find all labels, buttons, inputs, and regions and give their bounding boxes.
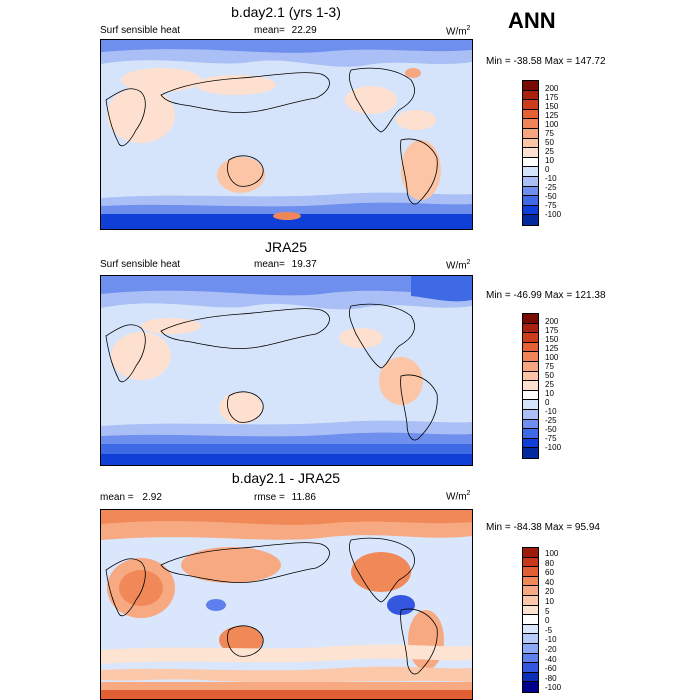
panel-2-units: W/m2: [446, 259, 470, 271]
panel-2-mean: mean= 19.37: [254, 259, 317, 270]
cbar-label: 75: [545, 362, 554, 371]
season-label: ANN: [508, 8, 556, 33]
panel-3-map: [100, 509, 473, 700]
panel-2-title: JRA25: [264, 239, 308, 255]
cbar-label: -25: [545, 416, 557, 425]
cbar-label: 0: [545, 165, 550, 174]
panel-3-mean: mean = 2.92: [100, 492, 162, 503]
cbar-label: 10: [545, 389, 554, 398]
cbar-label: -100: [545, 443, 562, 452]
cbar-label: 175: [545, 326, 559, 335]
cbar-label: 125: [545, 111, 559, 120]
panel-2-map-svg: [101, 276, 472, 465]
panel-2-map: [100, 275, 473, 466]
cbar-label: -40: [545, 654, 557, 664]
panel-2-minmax: Min = -46.99 Max = 121.38: [486, 290, 606, 301]
panel-2-variable: Surf sensible heat: [100, 259, 181, 270]
cbar-label: 25: [545, 147, 554, 156]
cbar-label: 150: [545, 102, 559, 111]
cbar-label: -50: [545, 192, 557, 201]
panel-1-mean-label: mean=: [254, 25, 285, 36]
panel-3-colorbar: [522, 547, 539, 693]
cbar-label: -10: [545, 407, 557, 416]
panel-3-units: W/m2: [446, 490, 470, 502]
panel-2-colorbar: [522, 313, 539, 459]
cbar-label: 100: [545, 120, 559, 129]
cbar-label: -100: [545, 683, 562, 693]
panel-1-units: W/m2: [446, 25, 470, 37]
panel-3-rmse: rmse = 11.86: [254, 492, 316, 503]
panel-1-title: b.day2.1 (yrs 1-3): [231, 4, 341, 20]
panel-1-minmax: Min = -38.58 Max = 147.72: [486, 56, 606, 67]
cbar-label: -5: [545, 625, 553, 635]
units-exponent: 2: [466, 259, 471, 266]
units-exponent: 2: [466, 25, 471, 32]
units-base: W/m: [446, 491, 467, 503]
cbar-label: -80: [545, 673, 557, 683]
cbar-label: 20: [545, 587, 554, 597]
cbar-label: 75: [545, 129, 554, 138]
panel-1-map: [100, 39, 473, 230]
cbar-label: -10: [545, 174, 557, 183]
cbar-label: -20: [545, 645, 557, 654]
panel-2-mean-value: 19.37: [291, 259, 317, 270]
panel-2-mean-label: mean=: [254, 259, 285, 270]
cbar-label: 50: [545, 371, 554, 380]
cbar-label: 100: [545, 353, 559, 362]
panel-3-rmse-value: 11.86: [291, 492, 316, 503]
panel-3-rmse-label: rmse =: [254, 492, 285, 503]
panel-1-mean-value: 22.29: [291, 25, 317, 36]
cbar-label: 40: [545, 577, 554, 587]
cbar-label: -50: [545, 425, 557, 434]
cbar-label: 125: [545, 344, 559, 353]
cbar-label: -75: [545, 434, 557, 443]
panel-1-colorbar: [522, 80, 539, 226]
cbar-label: 200: [545, 84, 559, 93]
panel-3-mean-label: mean =: [100, 492, 134, 503]
cbar-label: 0: [545, 398, 550, 407]
panel-3-mean-value: 2.92: [142, 492, 162, 503]
cbar-label: -60: [545, 664, 557, 674]
cbar-label: 200: [545, 317, 559, 326]
cbar-label: -100: [545, 210, 562, 219]
panel-1-map-svg: [101, 40, 472, 229]
panel-3-minmax: Min = -84.38 Max = 95.94: [486, 522, 600, 533]
panel-3-title: b.day2.1 - JRA25: [231, 470, 341, 486]
units-exponent: 2: [466, 490, 471, 497]
cbar-label: 100: [545, 549, 559, 558]
cbar-label: 80: [545, 558, 554, 568]
cbar-label: -25: [545, 183, 557, 192]
cbar-label: 10: [545, 156, 554, 165]
cbar-label: 150: [545, 335, 559, 344]
cbar-label: 5: [545, 606, 550, 616]
units-base: W/m: [446, 260, 467, 272]
cbar-label: 50: [545, 138, 554, 147]
panel-1-variable: Surf sensible heat: [100, 25, 181, 36]
panel-1-mean: mean= 22.29: [254, 25, 317, 36]
cbar-label: 25: [545, 380, 554, 389]
cbar-label: 10: [545, 597, 554, 606]
units-base: W/m: [446, 26, 467, 38]
cbar-label: 175: [545, 93, 559, 102]
panel-3-map-svg: [101, 510, 472, 699]
cbar-label: 60: [545, 568, 554, 578]
cbar-label: -75: [545, 201, 557, 210]
cbar-label: 0: [545, 616, 550, 626]
cbar-label: -10: [545, 635, 557, 645]
